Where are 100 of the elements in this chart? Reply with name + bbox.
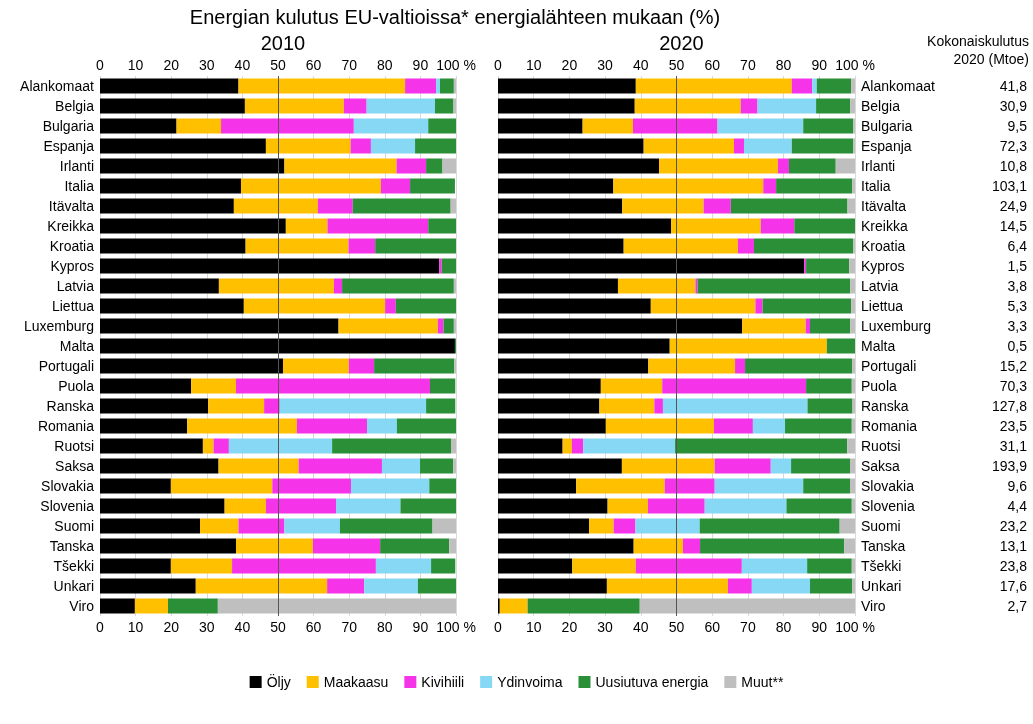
bar [218,458,299,474]
bar [430,378,456,394]
x2-tick-label: 100 % [835,57,875,73]
bar [717,118,804,134]
bar [187,418,297,434]
bar [669,338,827,354]
x2-tick-label: 30 [199,57,215,73]
y-tick-label: Ranska [46,398,95,414]
bar [498,378,601,394]
y-tick-label: Viro [861,598,886,614]
y-tick-label: Kypros [50,258,94,274]
y-tick-label: Ruotsi [54,438,94,454]
y-tick-label: Kreikka [47,218,95,234]
bar [100,318,339,334]
bar [647,498,705,514]
text: 17,6 [999,578,1027,594]
y-tick-label: Unkari [861,578,902,594]
bar [770,458,792,474]
y-tick-label: Tšekki [53,558,94,574]
x-tick-label: 30 [597,619,614,635]
y-tick-label: Slovenia [40,498,95,514]
bar [762,298,852,314]
bar [847,198,855,214]
y-tick-label: Slovakia [861,478,915,494]
bar [217,598,456,614]
x-tick-label: 20 [561,619,578,635]
bar [264,398,280,414]
bar [451,438,456,454]
bar [437,318,444,334]
x2-tick-label: 90 [811,57,828,73]
bar [850,458,855,474]
x-tick-label: 40 [234,619,251,635]
chart-title: Energian kulutus EU-valtioissa* energialähteen mukaan (%) [189,6,721,28]
bar [852,178,855,194]
bar [327,218,429,234]
bar [298,458,382,474]
bar [100,118,177,134]
bar [735,358,746,374]
y-tick-label: Belgia [55,98,95,114]
bar [791,458,850,474]
bar [449,538,456,554]
text: 30,9 [999,98,1027,114]
bar [435,98,454,114]
bar [704,498,787,514]
bar [498,478,577,494]
x2-tick-label: 20 [163,57,180,73]
bar [218,278,334,294]
bar [245,238,349,254]
chart-title: 2020 [659,32,704,54]
x2-tick-label: 10 [525,57,542,73]
y-tick-label: Luxemburg [23,318,94,334]
bar [826,338,855,354]
bar [753,238,854,254]
bar [415,138,456,154]
bar [650,298,756,314]
bar [576,478,665,494]
y-tick-label: Italia [64,178,95,194]
bar [745,358,853,374]
bar [699,518,840,534]
bar [498,218,672,234]
x-tick-label: 100 % [436,619,476,635]
bar [232,558,376,574]
bar [607,498,648,514]
x-tick-label: 100 % [835,619,875,635]
y-tick-label: Latvia [56,278,95,294]
bar [741,558,808,574]
bar [635,558,742,574]
bar [613,518,636,534]
bar [352,198,451,214]
bar [374,358,455,374]
x-tick-label: 70 [740,619,756,635]
text: Kokonaiskulutus 2020 (Mtoe) [926,32,1029,68]
x2-tick-label: 40 [234,57,251,73]
bar [431,558,456,574]
bar [395,298,456,314]
bar [600,378,663,394]
bar [713,418,753,434]
x2-tick-label: 50 [270,57,286,73]
x-tick-label: 80 [775,619,792,635]
bar [100,598,135,614]
bar [498,558,573,574]
bar [426,398,456,414]
y-tick-label: Portugali [861,358,917,374]
bar [851,558,855,574]
text: 70,3 [999,378,1027,394]
bar [100,418,188,434]
text: 31,1 [999,438,1027,454]
text: 127,8 [991,398,1027,414]
text: 23,2 [999,518,1027,534]
bar [740,98,758,114]
bar [498,418,606,434]
legend-label: Ydinvoima [497,674,563,690]
bar [428,218,456,234]
bar [370,138,416,154]
bar [100,378,192,394]
bar [803,478,850,494]
bar [850,278,855,294]
y-tick-label: Malta [861,338,896,354]
bar [742,318,806,334]
bar [776,178,853,194]
